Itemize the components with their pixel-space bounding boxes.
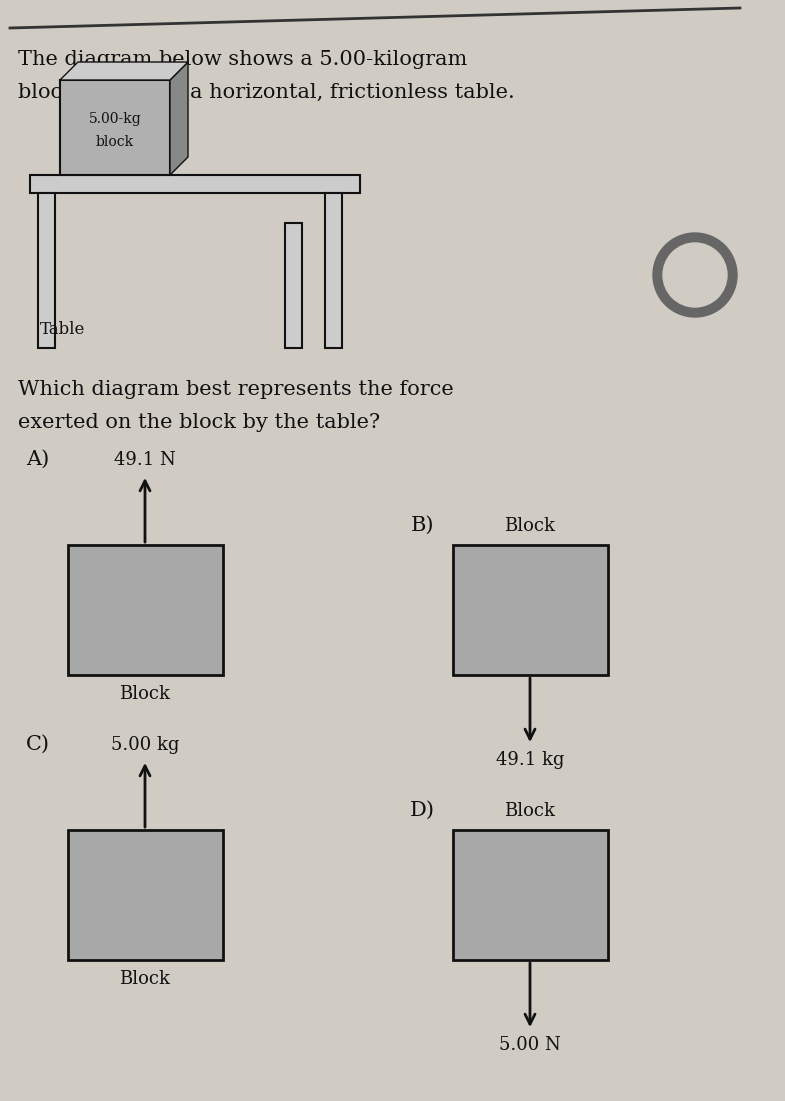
Text: block: block <box>96 134 134 149</box>
Text: D): D) <box>410 802 435 820</box>
Text: Block: Block <box>505 802 556 820</box>
Text: The diagram below shows a 5.00-kilogram: The diagram below shows a 5.00-kilogram <box>18 50 467 69</box>
Polygon shape <box>170 62 188 175</box>
Text: C): C) <box>25 735 49 754</box>
Bar <box>452 545 608 675</box>
Bar <box>285 224 302 348</box>
Text: block at rest on a horizontal, frictionless table.: block at rest on a horizontal, frictionl… <box>18 83 515 102</box>
Text: 5.00 N: 5.00 N <box>499 1036 560 1054</box>
Bar <box>68 545 222 675</box>
Text: Table: Table <box>40 321 86 338</box>
Text: Block: Block <box>119 685 170 704</box>
Text: Block: Block <box>505 517 556 535</box>
Text: 49.1 kg: 49.1 kg <box>496 751 564 768</box>
Text: Block: Block <box>119 970 170 988</box>
Text: A): A) <box>26 450 49 469</box>
Bar <box>325 193 342 348</box>
Circle shape <box>653 233 737 317</box>
Text: B): B) <box>411 516 435 535</box>
Bar <box>60 80 170 175</box>
Bar <box>452 830 608 960</box>
Text: 49.1 N: 49.1 N <box>114 451 176 469</box>
Text: Which diagram best represents the force: Which diagram best represents the force <box>18 380 454 399</box>
Bar <box>38 193 55 348</box>
Text: 5.00-kg: 5.00-kg <box>89 112 141 127</box>
Polygon shape <box>60 62 188 80</box>
Circle shape <box>663 243 727 307</box>
Bar <box>68 830 222 960</box>
Bar <box>30 175 360 193</box>
Text: exerted on the block by the table?: exerted on the block by the table? <box>18 413 380 432</box>
Text: 5.00 kg: 5.00 kg <box>111 735 179 754</box>
